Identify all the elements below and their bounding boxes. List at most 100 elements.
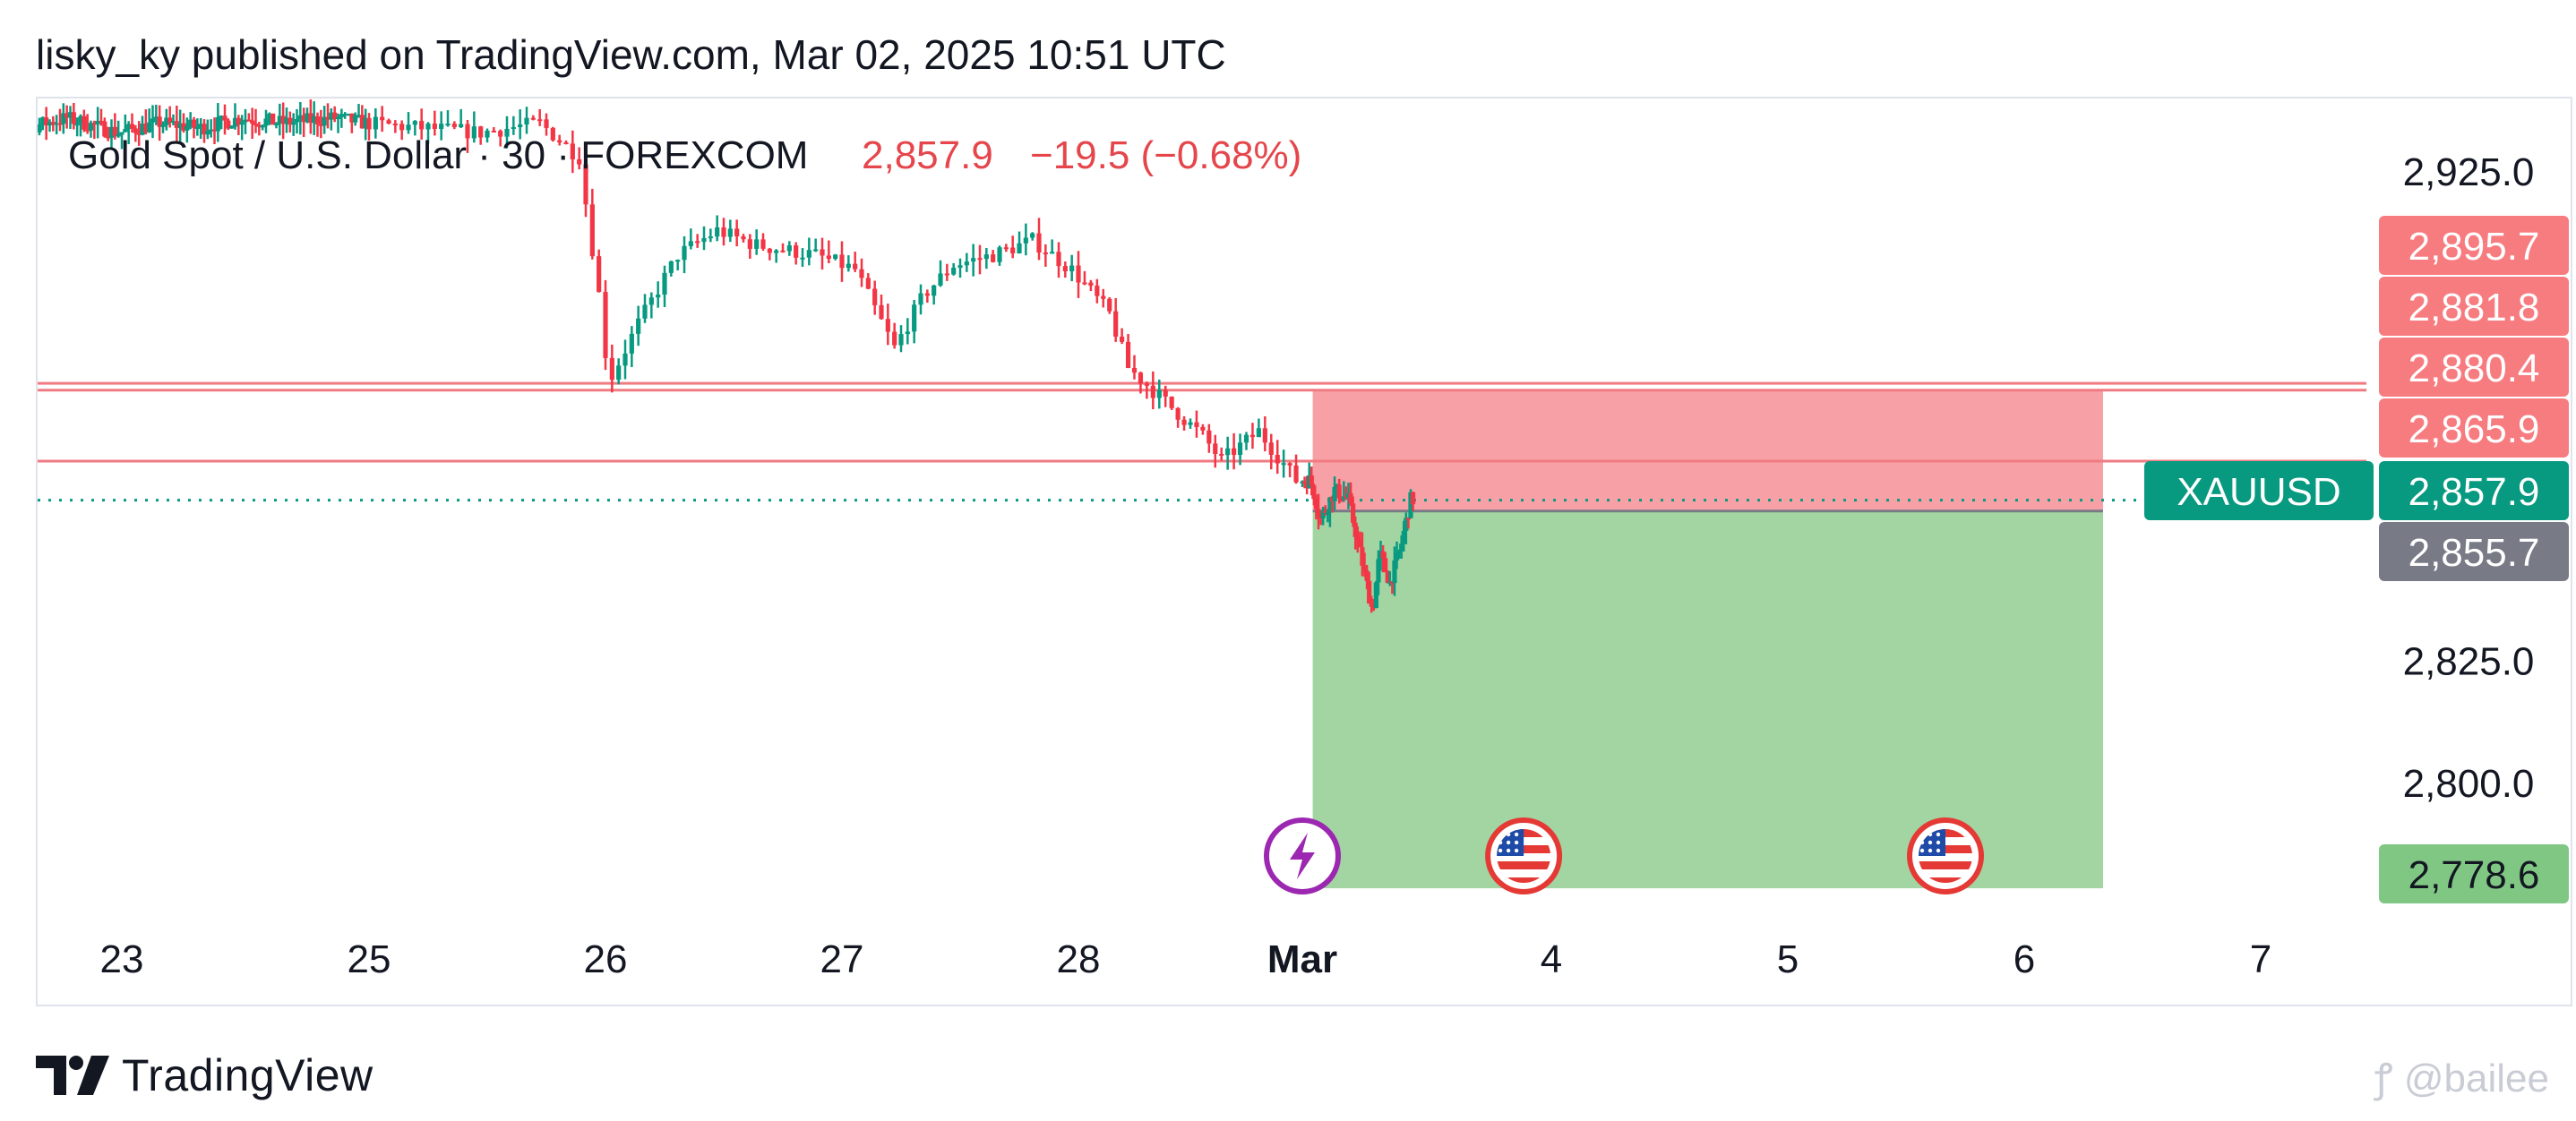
candle: [1316, 493, 1321, 530]
candle: [108, 119, 115, 149]
price-axis-label: 2,778.6: [2379, 844, 2569, 903]
candle: [260, 124, 265, 131]
candle: [170, 114, 176, 126]
candle: [688, 228, 693, 250]
x-tick-label: 6: [2014, 937, 2035, 981]
price-axis-label: 2,857.9: [2379, 461, 2569, 520]
candle: [905, 318, 910, 345]
candle: [1357, 531, 1362, 548]
candle: [708, 228, 713, 243]
candle: [682, 235, 687, 274]
svg-text:2,865.9: 2,865.9: [2409, 407, 2540, 451]
watermark-text: @bailee: [2403, 1057, 2549, 1100]
candle: [202, 119, 207, 143]
candle: [243, 108, 248, 134]
candle: [1355, 526, 1361, 553]
candle: [1120, 328, 1125, 345]
stop-loss-zone[interactable]: [1312, 389, 2103, 511]
candle: [563, 140, 569, 145]
candle: [119, 132, 125, 150]
candle: [273, 122, 279, 129]
candle: [74, 117, 80, 137]
candle: [859, 258, 864, 287]
candle: [1249, 423, 1256, 449]
candle: [524, 107, 529, 134]
candle: [123, 114, 128, 133]
candle: [924, 289, 930, 304]
candle: [270, 113, 276, 125]
candle: [188, 112, 193, 130]
candle: [318, 109, 323, 139]
candle: [54, 115, 59, 135]
candle: [229, 124, 235, 129]
candle: [1188, 418, 1193, 429]
candle: [50, 116, 56, 132]
candle: [1062, 261, 1068, 278]
candle: [983, 248, 989, 270]
candle: [143, 109, 149, 135]
candle: [71, 103, 76, 130]
candle: [616, 358, 622, 385]
candle: [760, 233, 766, 252]
candle: [1107, 297, 1112, 314]
candle: [136, 121, 142, 146]
candle: [57, 108, 63, 132]
candle: [1138, 372, 1144, 394]
candle: [305, 107, 310, 124]
candle: [530, 115, 536, 121]
candle: [399, 120, 405, 141]
candle: [215, 103, 220, 142]
candle: [642, 294, 648, 323]
candle: [1275, 440, 1280, 475]
candle: [222, 104, 228, 135]
candle: [754, 229, 760, 255]
candle: [1101, 288, 1106, 308]
candle: [1076, 251, 1081, 298]
candle: [498, 129, 503, 147]
candle: [833, 253, 838, 261]
us-flag-event-icon[interactable]: [1907, 817, 1984, 894]
price-axis-label: 2,855.7: [2379, 522, 2569, 581]
candle: [294, 108, 300, 134]
candle: [85, 114, 90, 134]
candle: [577, 147, 582, 170]
candle: [82, 109, 87, 133]
candle: [957, 258, 963, 278]
take-profit-zone[interactable]: [1312, 510, 2103, 889]
candle: [846, 255, 851, 272]
candle: [102, 117, 107, 138]
candle: [1394, 541, 1400, 569]
legend-change: −19.5 (−0.68%): [1030, 133, 1301, 177]
candle: [839, 241, 845, 282]
candle: [485, 128, 490, 143]
candle: [301, 107, 306, 137]
chart-panel[interactable]: 23 25 26 27 28 Mar 4 5 6 7 2,925.0 2,825.0 2,800.0 2…: [36, 97, 2572, 1006]
y-tick-label: 2,925.0: [2403, 150, 2535, 194]
candle: [1225, 436, 1231, 470]
candle: [1213, 434, 1218, 468]
candle: [106, 126, 111, 141]
tradingview-logo[interactable]: TradingView: [36, 1044, 374, 1107]
candle: [511, 116, 516, 135]
candle: [1113, 297, 1119, 342]
lightning-event-icon[interactable]: [1264, 817, 1341, 894]
candle: [194, 118, 200, 136]
symbol-price-tag: XAUUSD: [2144, 461, 2374, 520]
candle: [951, 262, 957, 276]
legend-price: 2,857.9: [862, 133, 993, 177]
candle: [675, 259, 681, 270]
candle: [439, 111, 444, 141]
candle: [826, 240, 831, 264]
x-tick-label: 28: [1057, 937, 1101, 981]
candle: [432, 110, 437, 136]
price-chart[interactable]: 23 25 26 27 28 Mar 4 5 6 7 2,925.0 2,825.0 2,800.0 2…: [38, 98, 2571, 1005]
candle: [185, 117, 190, 143]
price-axis-label: 2,895.7: [2379, 216, 2569, 275]
candle: [656, 281, 661, 308]
us-flag-event-icon[interactable]: [1485, 817, 1563, 894]
y-tick-label: 2,800.0: [2403, 762, 2535, 806]
x-tick-label: 25: [348, 937, 391, 981]
candle: [126, 121, 132, 144]
candle: [721, 218, 726, 246]
candle: [1256, 418, 1261, 438]
